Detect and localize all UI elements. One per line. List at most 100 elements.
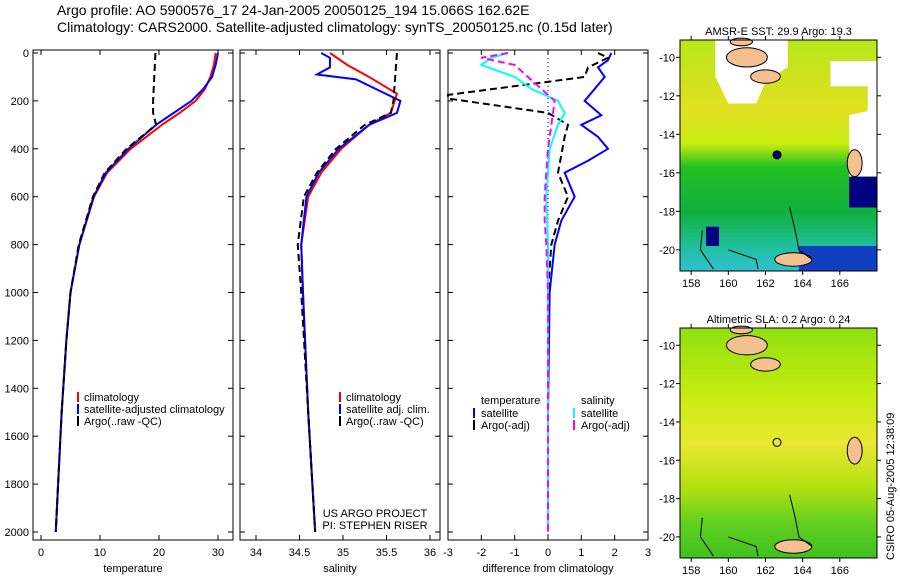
reef-outline	[699, 207, 813, 270]
x-tick-label: 34.5	[289, 547, 310, 559]
y-tick-label: 800	[11, 240, 29, 252]
profile-panel-2: 34 34.5 35 35.5 36 salinity climatologysatelli…	[239, 49, 441, 575]
y-tick-label: -16	[659, 168, 675, 180]
figure-title-line1: Argo profile: AO 5900576_17 24-Jan-2005 …	[57, 2, 530, 18]
x-tick-label: 3	[645, 547, 651, 559]
x-axis-label: temperature	[103, 563, 162, 575]
figure-title-line2: Climatology: CARS2000. Satellite-adjuste…	[57, 19, 613, 35]
y-tick-label: -10	[659, 340, 675, 352]
x-tick-label: 0	[545, 547, 551, 559]
x-tick-label: 35	[337, 547, 349, 559]
x-tick-label: 158	[682, 278, 700, 290]
legend-label: climatology	[84, 392, 140, 404]
axes-frame	[239, 49, 441, 541]
argo-location-marker	[772, 437, 782, 447]
legend-label: Argo(..raw -QC)	[346, 416, 424, 428]
series-line-salinity-argo-adj-	[481, 52, 556, 532]
legend-label: satellite	[581, 408, 618, 420]
series-line-temperature-argo-adj-	[447, 52, 611, 532]
x-tick-label: 160	[719, 278, 737, 290]
island	[729, 37, 753, 47]
argo-location-marker	[772, 150, 782, 160]
cold-patch	[706, 226, 720, 246]
x-tick-label: 164	[793, 565, 811, 577]
x-tick-label: 158	[682, 565, 700, 577]
y-tick-label: -20	[659, 532, 675, 544]
x-tick-label: 166	[831, 278, 849, 290]
legend-header: salinity	[581, 395, 615, 407]
x-tick-label: -3	[443, 547, 453, 559]
y-tick-label: 1000	[5, 288, 29, 300]
x-tick-label: 1	[578, 547, 584, 559]
x-axis-label: difference from climatology	[482, 563, 614, 575]
x-tick-label: 10	[94, 547, 106, 559]
legend-label: Argo(..raw -QC)	[84, 416, 162, 428]
x-tick-label: 164	[793, 278, 811, 290]
y-tick-label: -12	[659, 91, 675, 103]
map-frame	[679, 39, 878, 272]
y-tick-label: 400	[11, 144, 29, 156]
reef-outline	[699, 494, 813, 557]
legend-label: satellite	[481, 408, 518, 420]
x-tick-label: 160	[719, 565, 737, 577]
island	[725, 47, 768, 68]
island	[846, 436, 863, 465]
y-tick-label: 0	[23, 48, 29, 60]
y-tick-label: 2000	[5, 527, 29, 539]
legend-label: satellite-adjusted climatology	[84, 404, 225, 416]
x-tick-label: 34	[250, 547, 262, 559]
y-tick-label: -18	[659, 494, 675, 506]
legend-header: temperature	[481, 395, 540, 407]
island	[729, 325, 753, 335]
missing-data	[849, 176, 877, 208]
y-tick-label: 200	[11, 96, 29, 108]
series-line-satellite-adj-clim-	[300, 52, 402, 533]
x-axis-label: salinity	[323, 563, 357, 575]
x-tick-label: 162	[756, 278, 774, 290]
profile-panel-1: 0 10 20 30 0 200 400 600 800 1000 1200 1400 1600 1800…	[5, 48, 234, 575]
x-tick-label: 20	[153, 547, 165, 559]
map-frame	[679, 327, 878, 559]
legend-label: Argo(-adj)	[581, 420, 630, 432]
y-tick-label: -10	[659, 52, 675, 64]
credit-text: CSIRO 05-Aug-2005 12:38:09	[885, 412, 897, 560]
missing-data	[830, 61, 877, 177]
series-line-temperature-satellite	[547, 52, 613, 532]
project-label: US ARGO PROJECT	[323, 508, 428, 520]
island	[846, 149, 863, 178]
y-tick-label: 1200	[5, 335, 29, 347]
pi-label: PI: STEPHEN RISER	[322, 520, 427, 532]
y-tick-label: 1600	[5, 431, 29, 443]
legend-label: Argo(-adj)	[481, 420, 530, 432]
island	[725, 335, 768, 356]
x-tick-label: 2	[612, 547, 618, 559]
x-tick-label: 166	[831, 565, 849, 577]
y-tick-label: 600	[11, 192, 29, 204]
y-tick-label: 1800	[5, 479, 29, 491]
x-tick-label: 36	[424, 547, 436, 559]
y-tick-label: -12	[659, 379, 675, 391]
x-tick-label: -2	[476, 547, 486, 559]
x-tick-label: -1	[510, 547, 520, 559]
x-tick-label: 0	[38, 547, 44, 559]
y-tick-label: -16	[659, 455, 675, 467]
x-tick-label: 35.5	[376, 547, 397, 559]
y-tick-label: -20	[659, 245, 675, 257]
sst-map: AMSR-E SST: 29.9 Argo: 19.3 158 160 162 164 1…	[659, 26, 881, 290]
profile-panel-3: -3 -2 -1 0 1 2 3 difference from climatology tem…	[443, 49, 651, 575]
island	[750, 357, 781, 372]
island	[750, 69, 781, 84]
map-title: AMSR-E SST: 29.9 Argo: 19.3	[705, 26, 852, 38]
y-tick-label: -18	[659, 206, 675, 218]
axes-frame	[32, 49, 234, 541]
legend-label: satellite adj. clim.	[346, 404, 430, 416]
map-title: Altimetric SLA: 0.2 Argo: 0.24	[707, 314, 851, 326]
y-tick-label: -14	[659, 129, 675, 141]
x-tick-label: 162	[756, 565, 774, 577]
legend-label: climatology	[346, 392, 402, 404]
series-line-argo-raw-qc-	[54, 52, 158, 533]
sla-map: Altimetric SLA: 0.2 Argo: 0.24 158 160 162 1…	[659, 314, 881, 577]
series-line-argo-raw-qc-	[296, 52, 398, 533]
